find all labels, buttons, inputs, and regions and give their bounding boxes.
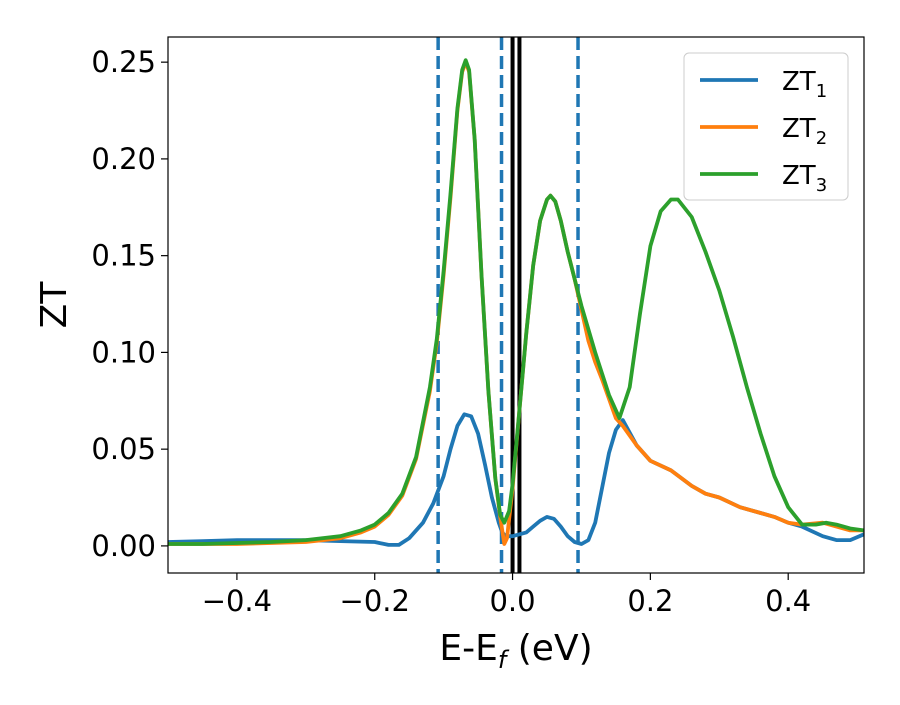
legend-label-2: ZT2	[782, 114, 827, 149]
y-tick-label: 0.20	[91, 142, 156, 176]
legend-label-3: ZT3	[782, 161, 827, 196]
y-axis-title: ZT	[34, 281, 75, 329]
axes: −0.4 −0.2 0.0 0.2 0.4 0.00 0.05 0.10 0.15 0.20 0.2…	[91, 36, 865, 618]
plot-area	[168, 37, 864, 573]
x-tick-label: 0.0	[489, 584, 535, 618]
legend-label-1: ZT1	[782, 67, 827, 102]
legend-box	[683, 52, 849, 201]
x-axis-title: E-Ef (eV)	[439, 628, 592, 674]
x-tick-label: −0.4	[202, 584, 272, 618]
y-tick-label: 0.25	[91, 45, 156, 79]
y-tick-label: 0.05	[91, 432, 156, 466]
y-tick-label: 0.00	[91, 529, 156, 563]
y-tick-label: 0.15	[91, 239, 156, 273]
plot-frame	[167, 36, 865, 574]
legend: ZT1 ZT2 ZT3	[683, 52, 849, 201]
x-axis-title-unit: (eV)	[506, 628, 592, 669]
x-tick-label: 0.2	[627, 584, 673, 618]
x-tick-label: −0.2	[340, 584, 410, 618]
x-tick-label: 0.4	[765, 584, 811, 618]
y-tick-label: 0.10	[91, 335, 156, 369]
series-line-zt-3	[168, 58, 864, 546]
